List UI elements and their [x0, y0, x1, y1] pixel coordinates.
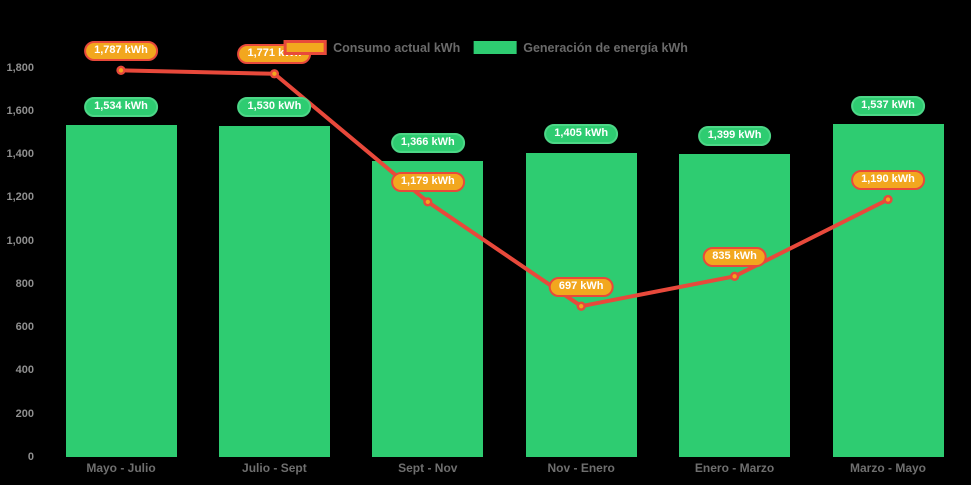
consumo-line-marker[interactable] — [269, 69, 280, 79]
x-axis-category-label: Sept - Nov — [398, 461, 458, 475]
x-axis-category-label: Enero - Marzo — [694, 461, 775, 475]
consumo-line-marker[interactable] — [576, 301, 586, 311]
bar-value-badge: 1,399 kWh — [697, 125, 772, 146]
x-axis-category-label: Nov - Enero — [547, 461, 615, 475]
bar-generacion[interactable] — [65, 125, 177, 457]
x-axis-category-label: Mayo - Julio — [86, 461, 156, 475]
consumo-line-marker[interactable] — [423, 197, 433, 207]
legend-item-consumo[interactable]: Consumo actual kWh — [283, 40, 460, 55]
legend-item-generacion[interactable]: Generación de energía kWh — [473, 41, 688, 55]
x-axis-category-label: Julio - Sept — [242, 461, 307, 475]
line-value-badge: 697 kWh — [548, 276, 614, 297]
y-axis-tick-label: 1,400 — [6, 148, 34, 161]
bar-value-badge: 1,530 kWh — [237, 97, 312, 118]
bar-generacion[interactable] — [679, 154, 791, 457]
x-axis-category-label: Marzo - Mayo — [849, 461, 927, 475]
y-axis-tick-label: 800 — [15, 277, 34, 290]
consumo-line-marker[interactable] — [729, 271, 740, 281]
bar-value-badge: 1,405 kWh — [544, 124, 619, 145]
bar-value-badge: 1,366 kWh — [390, 132, 465, 153]
legend-label-consumo: Consumo actual kWh — [333, 40, 461, 55]
legend-label-generacion: Generación de energía kWh — [523, 40, 688, 55]
y-axis-tick-label: 0 — [27, 451, 34, 463]
y-axis-tick-label: 200 — [15, 407, 34, 420]
line-value-badge: 835 kWh — [702, 246, 767, 267]
bar-value-badge: 1,537 kWh — [851, 95, 925, 116]
y-axis-tick-label: 1,200 — [6, 191, 34, 204]
y-axis-tick-label: 400 — [15, 364, 34, 377]
bar-generacion[interactable] — [372, 161, 484, 457]
y-axis-tick-label: 1,800 — [6, 61, 34, 74]
y-axis-tick-label: 1,600 — [6, 104, 34, 117]
consumo-line-marker[interactable] — [116, 65, 126, 75]
y-axis-tick-label: 1,000 — [6, 234, 34, 247]
legend-swatch-consumo-icon — [283, 40, 327, 55]
bar-generacion[interactable] — [218, 125, 330, 457]
consumo-line — [119, 68, 890, 309]
consumo-line-marker[interactable] — [883, 194, 893, 205]
line-value-badge: 1,179 kWh — [390, 172, 465, 193]
y-axis-tick-label: 600 — [15, 321, 34, 334]
bar-value-badge: 1,534 kWh — [84, 96, 158, 117]
line-value-badge: 1,190 kWh — [851, 169, 925, 190]
legend-swatch-generacion-icon — [473, 41, 517, 54]
chart-legend: Consumo actual kWh Generación de energía… — [283, 40, 688, 55]
line-value-badge: 1,787 kWh — [84, 40, 158, 61]
